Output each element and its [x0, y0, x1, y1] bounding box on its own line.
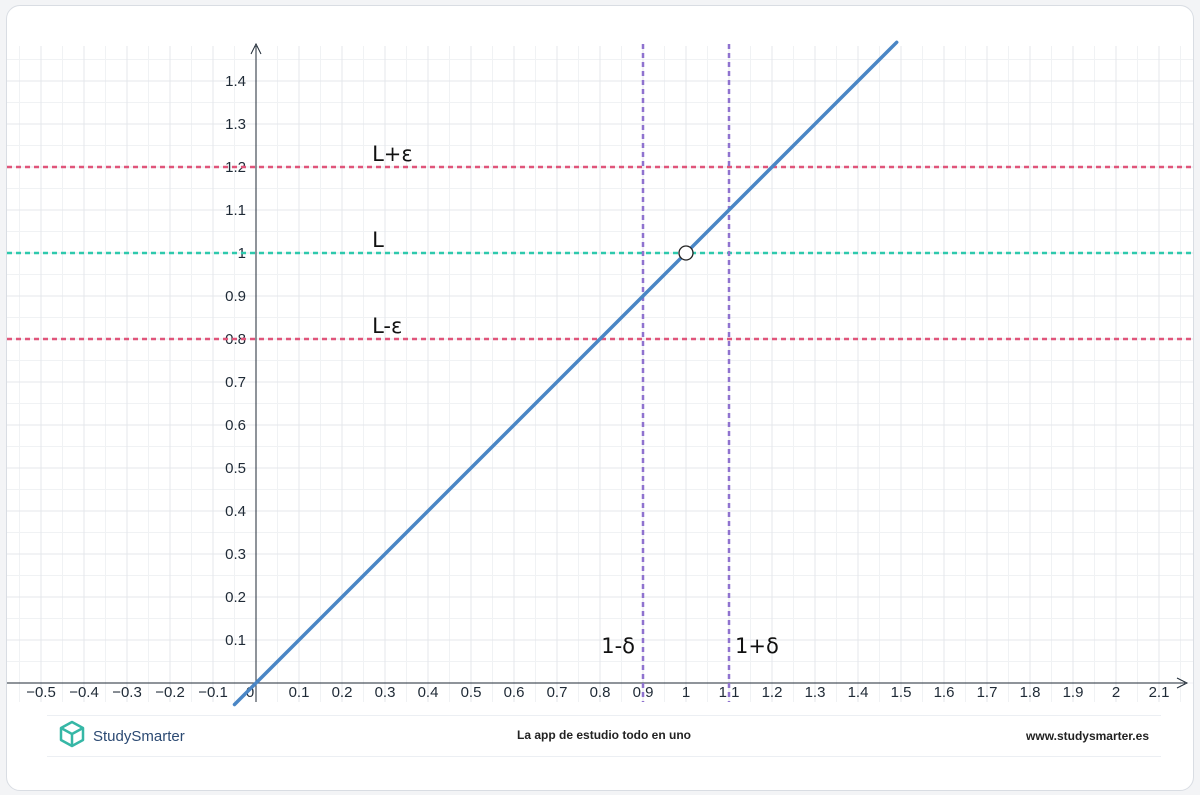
tagline: La app de estudio todo en uno: [517, 728, 691, 742]
vertical-line-label: 1+δ: [735, 634, 779, 658]
y-tick-label: 0.4: [225, 503, 246, 520]
x-tick-label: 1.3: [805, 684, 826, 701]
y-tick-label: 0.2: [225, 589, 246, 606]
x-tick-label: −0.5: [26, 684, 56, 701]
x-tick-label: 1.6: [934, 684, 955, 701]
brand[interactable]: StudySmarter: [59, 720, 185, 753]
y-tick-label: 1.3: [225, 116, 246, 133]
y-tick-label: 0.6: [225, 417, 246, 434]
y-tick-label: 1.1: [225, 202, 246, 219]
brand-name: StudySmarter: [93, 727, 185, 745]
limit-chart: −0.5 −0.4 −0.3 −0.2 −0.1 0.1 0.2 0.3 0.4 0.5 0.6 0.…: [7, 40, 1193, 707]
vertical-line-label: 1-δ: [601, 634, 635, 658]
website-url[interactable]: www.studysmarter.es: [1026, 729, 1149, 743]
x-tick-label: 1.8: [1020, 684, 1041, 701]
origin-label: 0: [246, 684, 254, 701]
x-tick-label: 2.1: [1149, 684, 1170, 701]
x-tick-label: 1.7: [977, 684, 998, 701]
x-tick-label: 0.1: [289, 684, 310, 701]
y-tick-label: 1.4: [225, 73, 246, 90]
x-tick-label: −0.4: [69, 684, 99, 701]
x-tick-label: 1.2: [762, 684, 783, 701]
x-tick-label: 1.4: [848, 684, 869, 701]
y-tick-label: 0.1: [225, 632, 246, 649]
x-tick-label: 0.8: [590, 684, 611, 701]
horizontal-line-label: L: [372, 228, 384, 252]
x-tick-label: 2: [1112, 684, 1120, 701]
x-tick-label: 1.9: [1063, 684, 1084, 701]
x-tick-label: 0.5: [461, 684, 482, 701]
x-tick-label: −0.2: [155, 684, 185, 701]
y-tick-label: 0.9: [225, 288, 246, 305]
x-tick-label: 0.2: [332, 684, 353, 701]
horizontal-line-label: L+ε: [372, 142, 413, 166]
function-line: [232, 40, 899, 707]
chart-frame: −0.5 −0.4 −0.3 −0.2 −0.1 0.1 0.2 0.3 0.4 0.5 0.6 0.…: [6, 5, 1194, 791]
studysmarter-logo-icon: [59, 720, 85, 753]
y-axis-arrow: [250, 42, 262, 55]
x-tick-label: 0.6: [504, 684, 525, 701]
x-tick-label: −0.3: [112, 684, 142, 701]
x-tick-label: 1.5: [891, 684, 912, 701]
x-tick-label: 0.7: [547, 684, 568, 701]
x-tick-label: 1: [682, 684, 690, 701]
horizontal-line-label: L-ε: [372, 314, 402, 338]
y-tick-label: 0.7: [225, 374, 246, 391]
y-tick-label: 0.3: [225, 546, 246, 563]
x-axis-arrow: [1176, 677, 1189, 689]
footer-bar: StudySmarter La app de estudio todo en u…: [47, 715, 1161, 757]
x-tick-label: 0.4: [418, 684, 439, 701]
x-tick-label: −0.1: [198, 684, 228, 701]
x-tick-label: 0.3: [375, 684, 396, 701]
y-tick-label: 0.5: [225, 460, 246, 477]
open-point-hole: [678, 245, 694, 261]
